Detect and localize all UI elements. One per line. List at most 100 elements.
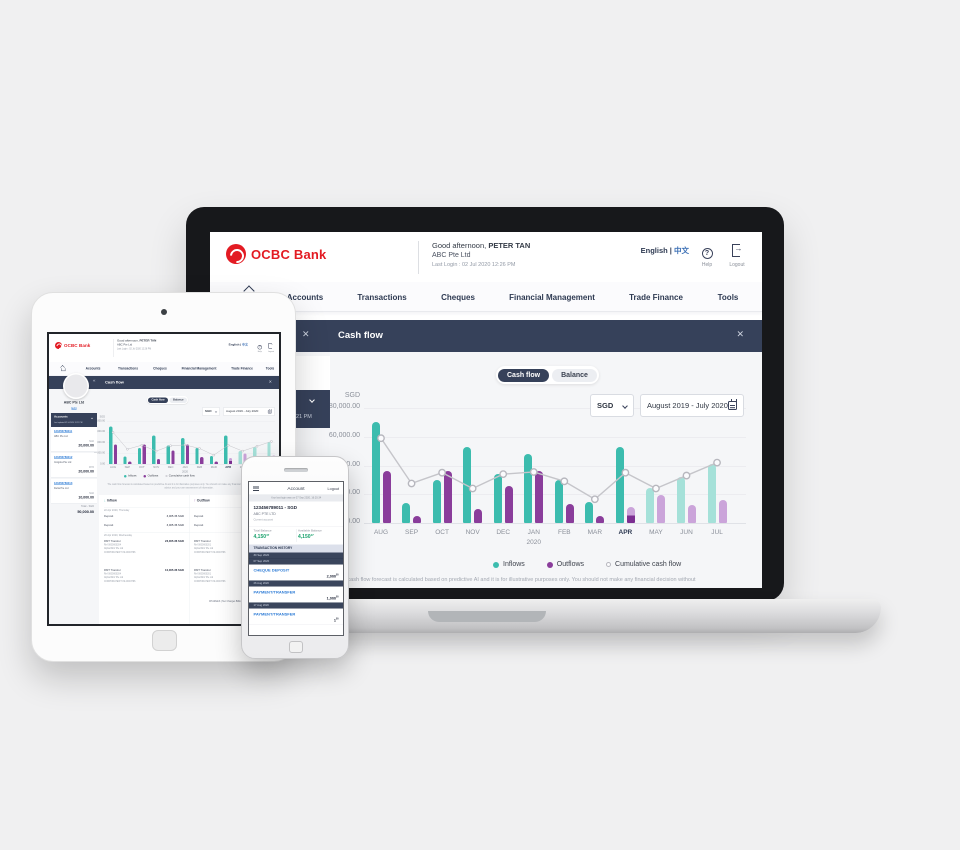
x-tick-label: AUG	[110, 466, 116, 469]
nav-cheques[interactable]: Cheques	[153, 367, 167, 371]
lang-chinese[interactable]: 中文	[674, 246, 689, 255]
bar-inflows-feb	[554, 479, 563, 523]
inflows-dot-icon	[493, 561, 499, 568]
txn-label[interactable]: Deposit	[104, 515, 114, 518]
gridline	[107, 464, 275, 465]
tablet-home-button[interactable]	[152, 630, 177, 651]
lang-english[interactable]: English |	[228, 343, 242, 347]
toggle-balance[interactable]: Balance	[169, 397, 188, 403]
nav-accounts[interactable]: Accounts	[85, 367, 101, 371]
accounts-panel-header[interactable]: Accounts Last updated 02 Jul 2020 12:21 …	[51, 413, 97, 427]
modal-close-icon[interactable]: ✕	[736, 329, 744, 339]
toggle-balance[interactable]: Balance	[552, 368, 597, 382]
help-button[interactable]: Help	[257, 341, 262, 353]
account-number-link[interactable]: 123456789012	[54, 456, 73, 459]
language-switcher[interactable]: English | 中文	[229, 342, 248, 347]
calendar-icon	[728, 399, 737, 410]
bar-outflows-feb	[565, 504, 574, 523]
txn-link[interactable]: CHEQUE DEPOSIT	[253, 568, 290, 573]
legend-cumulative: Cumulative cash flow	[615, 561, 682, 568]
cumulative-marker	[255, 445, 259, 448]
toggle-cashflow[interactable]: Cash flow	[498, 368, 550, 382]
txn-date-row: 30 Sep 2020	[249, 552, 343, 559]
outflow-header: ↑ Outflow	[194, 499, 210, 503]
nav-accounts[interactable]: Accounts	[286, 293, 324, 302]
bar-inflows-jul	[707, 464, 716, 523]
user-name: PETER TAN	[139, 339, 157, 343]
nav-tools[interactable]: Tools	[265, 367, 275, 371]
bar-inflows-oct	[137, 447, 142, 464]
account-number-link[interactable]: 123456789011	[54, 430, 73, 433]
logout-button[interactable]: Logout	[268, 341, 274, 353]
modal-close-icon[interactable]: ✕	[268, 379, 272, 385]
outflows-dot-icon	[546, 561, 553, 568]
txn-row[interactable]: PAYMENT/TRANSFER 100	[249, 608, 343, 625]
txn-link[interactable]: PAYMENT/TRANSFER	[253, 612, 296, 617]
txn-label[interactable]: Deposit	[194, 515, 204, 518]
currency-select[interactable]: SGD	[202, 407, 220, 416]
txn-row[interactable]: PAYMENT/TRANSFER 1,00000	[249, 586, 343, 603]
legend-cumulative: Cumulative cash flow	[168, 474, 195, 478]
lang-english[interactable]: English |	[640, 246, 672, 255]
help-button[interactable]: Help	[694, 242, 720, 268]
nav-trade-finance[interactable]: Trade Finance	[231, 367, 253, 371]
toggle-cashflow[interactable]: Cash flow	[148, 397, 168, 403]
nav-cheques[interactable]: Cheques	[441, 293, 475, 302]
x-tick-label: FEB	[557, 529, 571, 536]
phone-home-button[interactable]	[289, 641, 303, 653]
cashflow-chart: 80,000.0060,000.0040,000.0020,000.000.00…	[210, 232, 762, 588]
txn-detail[interactable]: RMT Transfer Ref 0000000204 Alpha REV Pte…	[104, 540, 136, 554]
total-balance-value: 4,150	[253, 534, 267, 540]
account-type: Current account	[253, 518, 274, 522]
account-card[interactable]: 123456789011 ABC Pte Ltd SGD 20,000.00	[51, 427, 97, 452]
account-card[interactable]: 123456789013 Delta Pte Ltd SGD 10,000.00	[51, 479, 97, 504]
account-number-link[interactable]: 123456789013	[54, 482, 73, 485]
txn-label[interactable]: Deposit	[104, 524, 114, 527]
edit-link[interactable]: Edit	[71, 407, 77, 410]
account-card[interactable]: 123456789012 Insignia Pte Ltd MYR 20,000…	[51, 453, 97, 478]
help-icon	[257, 345, 262, 350]
bar-outflows-jul	[718, 500, 727, 523]
modal-title: Cash flow	[105, 380, 124, 385]
x-tick-label: JAN	[182, 466, 188, 469]
legend-outflows: Outflows	[147, 474, 159, 478]
txn-detail[interactable]: RMT Transfer Ref 0000000201 Alpha REV Pte…	[194, 569, 226, 583]
bar-inflows-aug	[109, 426, 113, 464]
y-tick-label: 20,000.00	[93, 451, 105, 455]
ocbc-logo[interactable]: OCBC Bank	[226, 244, 326, 264]
bar-inflows-mar	[209, 456, 214, 464]
nav-tools[interactable]: Tools	[717, 293, 739, 302]
menu-icon[interactable]	[253, 486, 259, 492]
sidebar-company: ABC Pte Ltd	[63, 401, 85, 405]
bar-outflows-jun	[688, 505, 696, 523]
currency-select[interactable]: SGD	[590, 394, 634, 417]
txn-link[interactable]: PAYMENT/TRANSFER	[253, 590, 296, 595]
nav-trade-finance[interactable]: Trade Finance	[629, 293, 683, 302]
nav-financial-management[interactable]: Financial Management	[509, 293, 595, 302]
nav-transactions[interactable]: Transactions	[357, 293, 407, 302]
txn-detail[interactable]: RMT Transfer Ref 0000000204 Alpha REV Pte…	[104, 569, 136, 583]
txn-detail[interactable]: RMT Transfer Ref 0000000201 Alpha REV Pte…	[194, 540, 226, 554]
collapse-icon[interactable]: «	[93, 378, 96, 383]
avatar[interactable]	[63, 373, 89, 399]
lang-chinese[interactable]: 中文	[241, 343, 248, 347]
bar-inflows-nov	[152, 435, 156, 464]
cumulative-marker	[154, 449, 158, 453]
nav-financial-management[interactable]: Financial Management	[181, 367, 217, 371]
date-range-picker[interactable]: August 2019 - July 2020	[640, 394, 744, 417]
language-switcher[interactable]: English | 中文	[641, 245, 689, 256]
nav-transactions[interactable]: Transactions	[117, 367, 139, 371]
logout-link[interactable]: Logout	[327, 486, 339, 492]
y-tick-label: 60,000.00	[328, 431, 360, 439]
home-icon[interactable]	[61, 367, 66, 372]
ocbc-logo[interactable]: OCBC Bank	[55, 342, 90, 349]
tablet-site-header: OCBC Bank Good afternoon, PETER TAN ABC …	[49, 334, 279, 362]
accounts-total: Total - SGD 50,000.00	[51, 504, 97, 519]
txn-label[interactable]: Deposit	[194, 524, 204, 527]
phone-speaker	[284, 468, 308, 472]
logout-button[interactable]: Logout	[724, 242, 750, 268]
panel-close-icon[interactable]: ✕	[302, 329, 310, 339]
date-range-picker[interactable]: August 2019 - July 2020	[223, 407, 275, 416]
txn-row[interactable]: CHEQUE DEPOSIT 2,00000	[249, 564, 343, 581]
gridline	[107, 442, 275, 443]
